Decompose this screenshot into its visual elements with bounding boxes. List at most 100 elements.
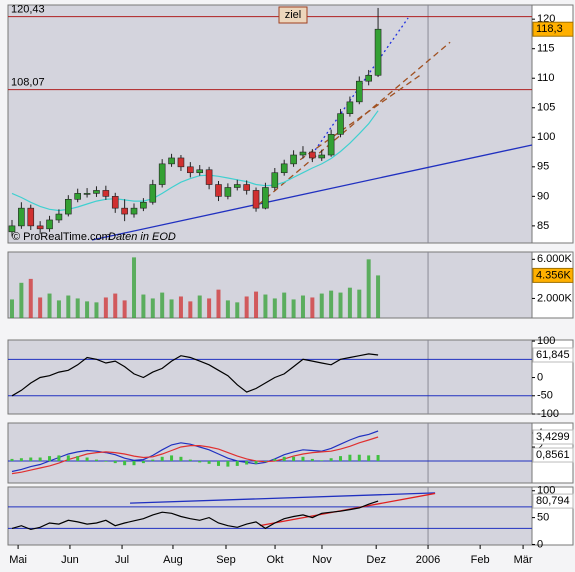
volume-bar xyxy=(282,292,287,318)
volume-bar xyxy=(75,298,80,318)
histogram-bar xyxy=(123,461,127,466)
plot-area xyxy=(7,4,533,244)
candle-body xyxy=(83,193,91,195)
histogram-bar xyxy=(348,454,352,462)
volume-bar xyxy=(94,302,99,318)
volume-bar xyxy=(150,298,155,318)
candle-body xyxy=(55,213,63,221)
histogram-bar xyxy=(48,456,52,462)
volume-bar xyxy=(329,290,334,318)
candle-body xyxy=(280,163,288,174)
level-label: 108,07 xyxy=(11,77,45,89)
histogram-bar xyxy=(310,458,314,462)
x-tick-label: Aug xyxy=(163,554,183,566)
volume-bar xyxy=(56,300,61,318)
candle-body xyxy=(158,163,166,185)
volume-bar xyxy=(310,297,315,318)
volume-bar xyxy=(254,291,259,318)
candle-body xyxy=(327,134,335,156)
histogram-bar xyxy=(76,456,80,462)
value-label: 80,794 xyxy=(536,495,570,507)
histogram-bar xyxy=(94,459,98,462)
value-label: 4.356K xyxy=(536,269,572,281)
x-tick-label: 2006 xyxy=(416,554,440,566)
candle-body xyxy=(365,74,372,82)
indicator-line xyxy=(11,353,379,397)
volume-bar xyxy=(113,293,118,318)
volume-bar xyxy=(207,298,212,318)
y-tick-label: 85 xyxy=(537,220,549,232)
value-label-box xyxy=(532,21,574,37)
trend-line xyxy=(299,74,421,161)
histogram-bar xyxy=(10,458,14,462)
histogram-bar xyxy=(188,459,192,462)
y-tick-label: 115 xyxy=(537,43,555,55)
y-tick-label: 0 xyxy=(537,371,543,383)
histogram-bar xyxy=(160,456,164,462)
y-tick-label: -100 xyxy=(537,408,559,420)
plot-area xyxy=(7,486,533,546)
volume-bar xyxy=(225,300,230,318)
candle-body xyxy=(224,187,232,197)
volume-bar xyxy=(66,295,71,318)
x-tick-label: Dez xyxy=(366,554,386,566)
volume-bar xyxy=(376,275,381,318)
histogram-bar xyxy=(216,461,220,466)
candle-body xyxy=(243,184,250,191)
candle-body xyxy=(205,169,213,185)
value-label: 0,8561 xyxy=(536,449,570,461)
plot-area xyxy=(7,339,533,415)
indicator-line xyxy=(11,500,379,531)
volume-bar xyxy=(178,296,183,318)
histogram-bar xyxy=(320,460,324,462)
candle-body xyxy=(196,169,204,174)
volume-bar xyxy=(244,296,249,318)
candle-body xyxy=(262,187,269,209)
indicator-line xyxy=(11,436,379,475)
value-label-box xyxy=(532,429,574,445)
histogram-bar xyxy=(85,457,89,462)
histogram-bar xyxy=(339,456,343,462)
histogram-bar xyxy=(357,454,361,462)
trend-line xyxy=(257,41,451,206)
volume-bar xyxy=(272,298,277,318)
volume-bar xyxy=(188,301,193,318)
volume-bar xyxy=(9,299,14,318)
y-tick-label: 6.000K xyxy=(537,253,573,265)
histogram-bar xyxy=(179,456,183,462)
histogram-bar xyxy=(367,455,371,462)
y-tick-label: 100 xyxy=(537,335,555,347)
candle-body xyxy=(177,157,185,168)
candle-body xyxy=(290,154,297,165)
volume-bar xyxy=(141,294,146,318)
histogram-bar xyxy=(57,455,61,462)
volume-bar xyxy=(103,297,108,318)
candle-body xyxy=(233,184,241,188)
x-tick-label: Okt xyxy=(266,554,283,566)
source-note: Daten in EOD xyxy=(108,231,176,243)
histogram-bar xyxy=(245,461,249,465)
histogram-bar xyxy=(292,456,296,462)
candle-body xyxy=(102,190,110,197)
value-label-box xyxy=(532,347,574,363)
candle-body xyxy=(299,151,307,156)
value-axis xyxy=(531,251,574,319)
histogram-bar xyxy=(329,458,333,462)
candle-body xyxy=(318,154,326,159)
volume-bar xyxy=(122,300,127,318)
candle-body xyxy=(149,184,157,203)
volume-bar xyxy=(357,289,362,318)
value-label-box xyxy=(532,493,574,509)
value-label: 61,845 xyxy=(536,349,570,361)
histogram-bar xyxy=(226,461,230,467)
volume-bar xyxy=(47,293,52,318)
volume-bar xyxy=(366,259,371,318)
volume-bar xyxy=(160,292,165,318)
copyright: © ProRealTime.com xyxy=(12,231,111,243)
value-label: 118,3 xyxy=(536,23,563,35)
candle-body xyxy=(27,207,35,227)
histogram-bar xyxy=(235,461,239,466)
candle-body xyxy=(346,101,354,114)
